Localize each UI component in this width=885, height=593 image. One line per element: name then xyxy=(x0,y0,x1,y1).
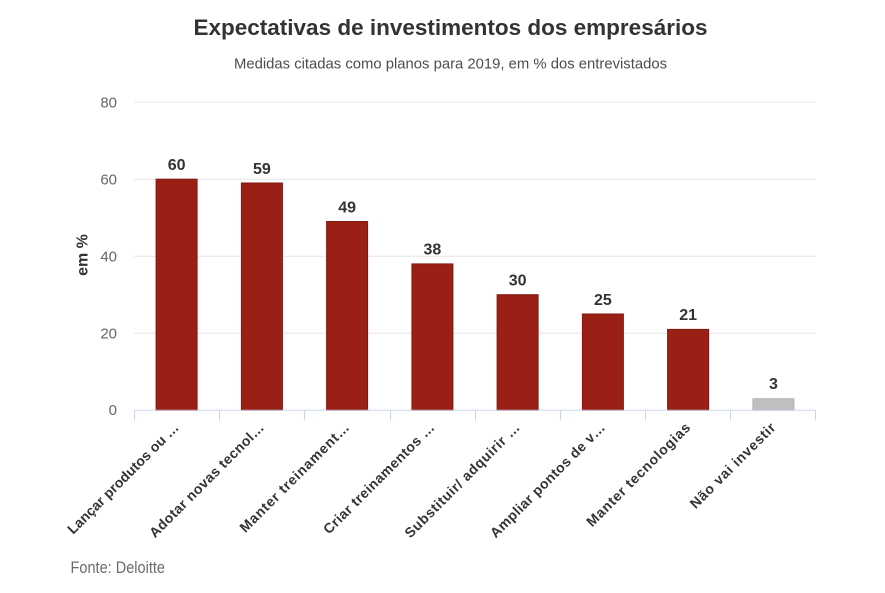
svg-text:40: 40 xyxy=(100,248,117,265)
svg-text:Medidas citadas como planos pa: Medidas citadas como planos para 2019, e… xyxy=(234,56,667,72)
svg-text:60: 60 xyxy=(168,157,186,174)
svg-text:80: 80 xyxy=(100,94,117,111)
svg-text:20: 20 xyxy=(100,325,117,342)
svg-text:Fonte: Deloitte: Fonte: Deloitte xyxy=(71,559,166,577)
svg-text:30: 30 xyxy=(509,273,527,290)
svg-text:60: 60 xyxy=(100,171,117,188)
svg-text:49: 49 xyxy=(338,199,356,216)
svg-text:3: 3 xyxy=(769,376,778,393)
svg-text:25: 25 xyxy=(594,292,612,309)
svg-text:0: 0 xyxy=(109,402,117,419)
svg-text:Expectativas de investimentos: Expectativas de investimentos dos empres… xyxy=(194,15,708,40)
svg-text:em %: em % xyxy=(75,234,92,276)
svg-text:59: 59 xyxy=(253,161,271,178)
svg-text:38: 38 xyxy=(424,242,442,259)
svg-text:21: 21 xyxy=(679,307,697,324)
